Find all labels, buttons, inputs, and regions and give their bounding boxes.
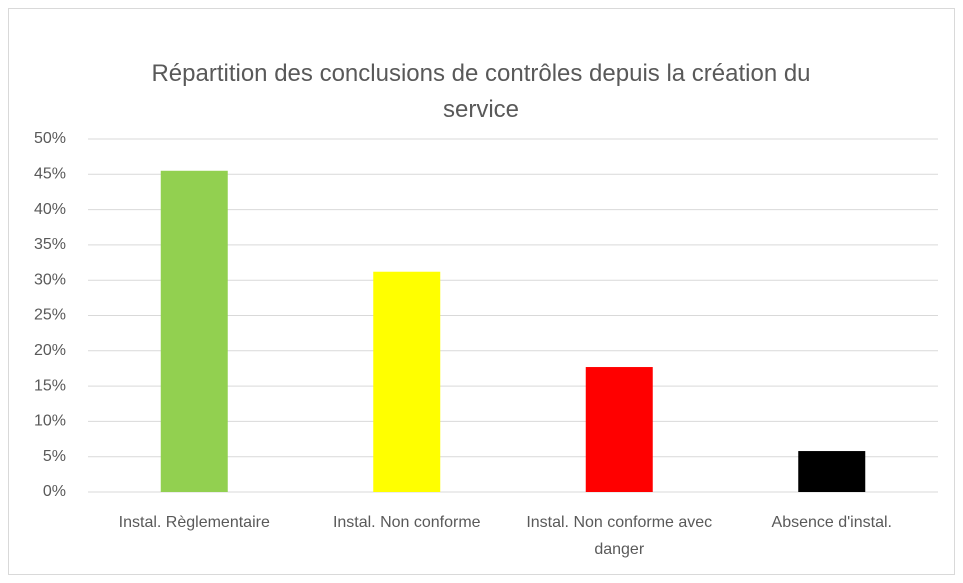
y-tick-label: 15% (34, 377, 66, 394)
y-tick-label: 5% (43, 448, 66, 465)
y-tick-label: 25% (34, 307, 66, 324)
bar (585, 367, 653, 492)
x-tick-label: Absence d'instal. (771, 514, 892, 531)
y-tick-label: 10% (34, 413, 66, 430)
y-tick-label: 45% (34, 166, 66, 183)
y-tick-label: 0% (43, 483, 66, 500)
y-tick-label: 50% (34, 130, 66, 147)
chart-title: Répartition des conclusions de contrôles… (151, 60, 811, 123)
x-tick-label: Instal. Règlementaire (118, 514, 270, 531)
y-tick-label: 30% (34, 271, 66, 288)
x-tick-label: Instal. Non conforme (332, 514, 481, 531)
bar (373, 271, 441, 492)
bar (160, 170, 228, 492)
y-tick-label: 20% (34, 342, 66, 359)
bar (798, 451, 866, 492)
y-tick-label: 35% (34, 236, 66, 253)
y-tick-label: 40% (34, 201, 66, 218)
x-tick-label: Instal. Non conforme avec danger (526, 514, 713, 558)
